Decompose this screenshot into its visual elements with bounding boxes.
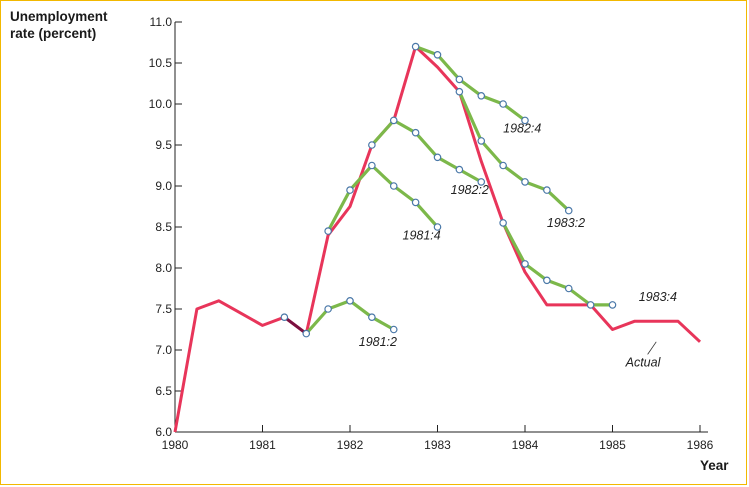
data-point	[586, 301, 595, 309]
data-point	[389, 116, 398, 125]
y-tick-label: 9.0	[155, 179, 172, 193]
data-point	[564, 206, 573, 215]
data-point	[302, 329, 311, 338]
data-point	[543, 186, 551, 194]
x-tick-label: 1983	[424, 438, 451, 452]
x-axis-label: Year	[700, 458, 729, 473]
axes-layer: 6.0 6.5 7.0 7.5 8.0 8.5 9.0 9.5 10.0 10.5 11.0 1980…	[149, 15, 714, 452]
x-tick-label: 1982	[337, 438, 364, 452]
y-tick-label: 8.0	[155, 261, 172, 275]
series-line-1982-4	[415, 45, 526, 122]
y-tick-label: 10.0	[149, 97, 173, 111]
x-tick-label: 1986	[687, 438, 714, 452]
x-tick-label: 1984	[512, 438, 539, 452]
data-point	[433, 50, 442, 59]
data-point	[477, 137, 486, 145]
data-point	[389, 182, 398, 190]
data-point	[411, 128, 420, 137]
data-point	[477, 92, 486, 100]
y-axis-label-line-1: Unemployment	[10, 9, 108, 24]
y-tick-label: 7.0	[155, 343, 172, 357]
series-label-1983-4: 1983:4	[639, 290, 677, 304]
x-tick-label: 1981	[249, 438, 276, 452]
series-line-1982-2	[370, 118, 483, 184]
data-point	[499, 100, 507, 108]
data-point	[411, 198, 420, 207]
data-point	[324, 227, 332, 235]
labels-layer: 1981:2 1981:4 1982:2 1982:4 1983:2 1983:4 Actu…	[359, 122, 677, 370]
points-layer	[280, 42, 617, 338]
data-point	[368, 141, 376, 149]
data-point	[499, 161, 507, 170]
data-point	[346, 296, 354, 305]
data-point	[455, 165, 464, 174]
y-tick-label: 7.5	[155, 302, 172, 316]
data-point	[521, 116, 529, 125]
data-point	[543, 276, 551, 285]
data-point	[499, 219, 507, 227]
series-line-1981-2	[305, 299, 395, 335]
series-label-actual: Actual	[625, 355, 662, 369]
series-label-1982-4: 1982:4	[503, 122, 541, 136]
y-tick-label: 11.0	[150, 15, 173, 29]
y-tick-label: 6.5	[155, 384, 172, 398]
actual-connector-segment	[283, 315, 308, 335]
data-point	[564, 284, 573, 293]
x-tick-label: 1985	[599, 438, 626, 452]
data-point	[608, 301, 617, 309]
series-line-actual	[173, 45, 702, 433]
data-point	[455, 87, 464, 96]
data-point	[389, 325, 398, 334]
data-point	[368, 161, 376, 170]
annotation-leader-line	[647, 341, 657, 355]
series-label-1981-4: 1981:4	[403, 228, 441, 242]
data-point	[455, 75, 464, 84]
data-point	[433, 153, 442, 162]
y-tick-label: 6.0	[155, 425, 172, 439]
data-point	[521, 260, 529, 268]
series-line-1983-2	[457, 91, 570, 212]
data-point	[368, 313, 376, 322]
data-point	[521, 178, 529, 186]
data-point	[280, 313, 289, 322]
y-axis-label-line-2: rate (percent)	[10, 26, 97, 41]
series-label-1981-2: 1981:2	[359, 335, 397, 349]
series-line-1981-4	[326, 163, 439, 232]
data-point	[433, 223, 442, 231]
series-line-1983-4	[501, 222, 613, 307]
y-tick-label: 8.5	[155, 220, 172, 234]
series-label-1982-2: 1982:2	[451, 183, 489, 197]
actual-series-layer	[173, 45, 702, 433]
series-label-1983-2: 1983:2	[547, 216, 585, 230]
data-point	[477, 178, 486, 186]
data-point	[324, 305, 332, 313]
x-tick-label: 1980	[162, 438, 189, 452]
y-tick-label: 9.5	[155, 138, 172, 152]
data-point	[411, 42, 420, 51]
data-point	[346, 186, 354, 194]
y-tick-label: 10.5	[149, 56, 173, 70]
